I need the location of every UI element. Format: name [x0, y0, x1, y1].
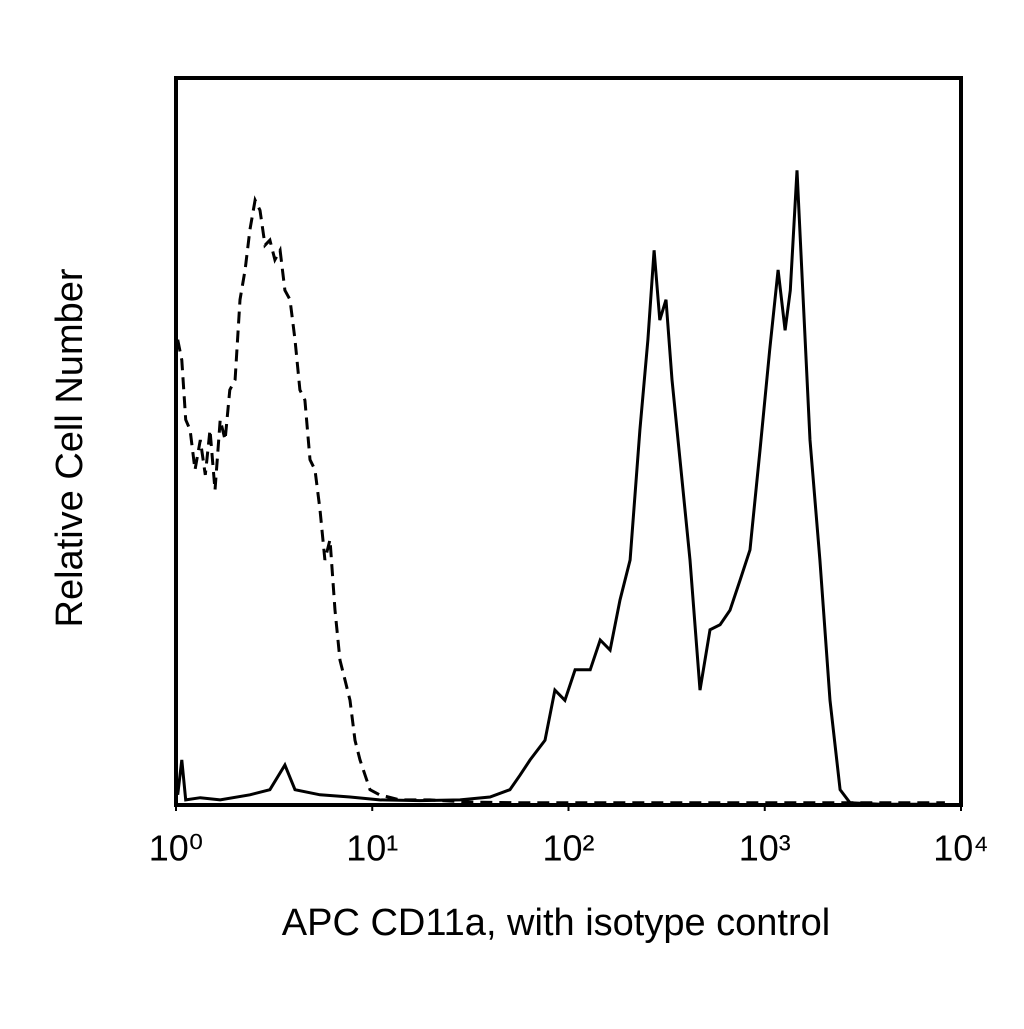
x-tick-label: 10² — [542, 828, 594, 869]
histogram-line — [176, 170, 940, 806]
x-tick-label: 10⁰ — [149, 828, 203, 869]
x-axis-title: APC CD11a, with isotype control — [282, 902, 830, 944]
x-tick-label: 10⁴ — [933, 828, 989, 869]
histogram-line — [176, 195, 945, 805]
y-axis-title: Relative Cell Number — [49, 268, 91, 627]
plot-frame — [174, 76, 963, 807]
x-tick-label: 10¹ — [346, 828, 398, 869]
x-tick-label: 10³ — [739, 828, 791, 869]
